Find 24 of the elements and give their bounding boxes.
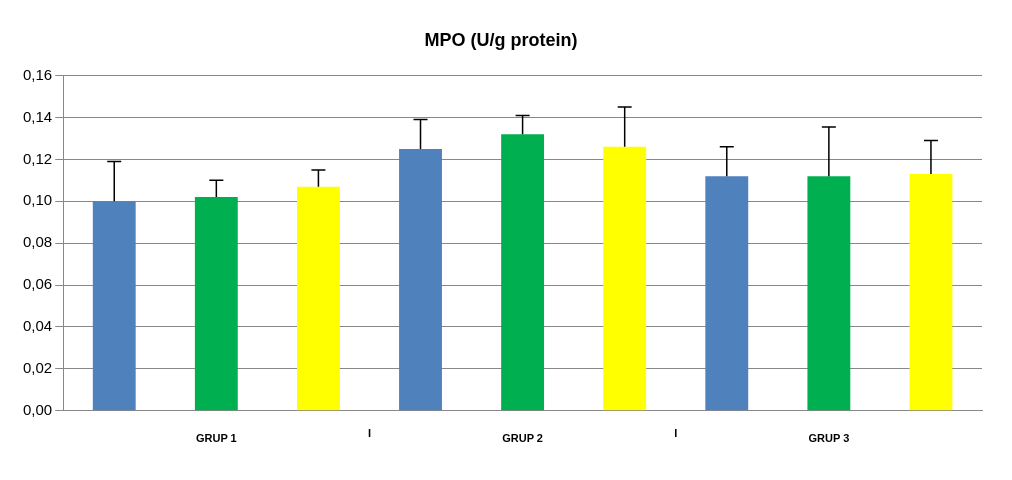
bar	[296, 186, 340, 411]
y-tick-label: 0,02	[22, 359, 53, 377]
y-tick-label: 0,12	[22, 149, 53, 167]
y-tick-label: 0,14	[22, 107, 53, 125]
bar	[909, 174, 953, 411]
x-tick-label: GRUP 3	[808, 432, 850, 445]
bar	[807, 176, 851, 411]
y-tick-label: 0,04	[22, 317, 53, 335]
bar	[399, 148, 442, 411]
chart-title: MPO (U/g protein)	[424, 29, 578, 50]
bar	[501, 134, 545, 411]
bar	[705, 176, 749, 411]
x-tick-label: GRUP 1	[195, 432, 237, 445]
bar	[92, 201, 136, 411]
bar	[194, 197, 238, 411]
y-tick-label: 0,00	[22, 400, 53, 418]
text: I	[367, 427, 371, 440]
y-tick-label: 0,08	[22, 233, 53, 251]
y-tick-label: 0,06	[22, 275, 53, 293]
text: I	[674, 427, 678, 440]
y-tick-label: 0,10	[22, 191, 53, 209]
x-tick-label: GRUP 2	[502, 432, 543, 445]
bar	[603, 146, 647, 411]
y-tick-label: 0,16	[22, 65, 53, 83]
